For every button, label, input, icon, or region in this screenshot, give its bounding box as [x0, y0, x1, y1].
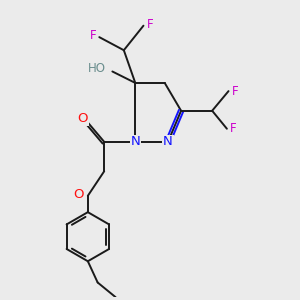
Text: O: O [74, 188, 84, 201]
Text: F: F [147, 17, 153, 31]
Text: HO: HO [88, 62, 106, 75]
Text: F: F [230, 122, 237, 135]
Text: N: N [130, 135, 140, 148]
Text: N: N [163, 135, 173, 148]
Text: F: F [232, 85, 238, 98]
Text: O: O [78, 112, 88, 125]
Text: F: F [89, 29, 96, 42]
